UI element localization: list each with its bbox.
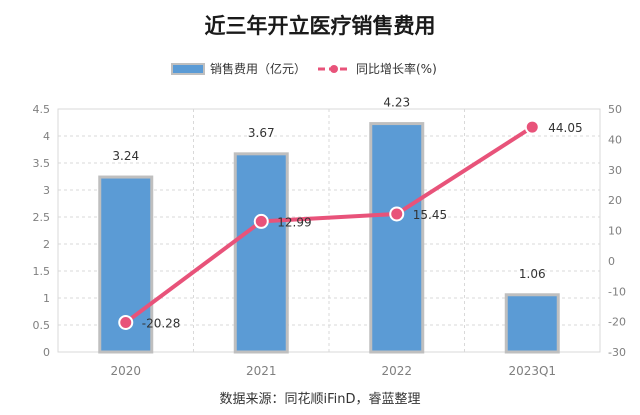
legend-label-sales: 销售费用（亿元） bbox=[210, 61, 306, 76]
right-axis-tick-label: 0 bbox=[608, 255, 615, 268]
right-axis-tick-label: 30 bbox=[608, 164, 622, 177]
bar-series: 3.24 3.67 4.23 1.06 bbox=[98, 96, 560, 354]
growth-data-label: -20.28 bbox=[142, 316, 181, 330]
left-axis-ticks: 0 0.5 1 1.5 2 2.5 3 3.5 4 4.5 bbox=[33, 103, 51, 359]
right-axis-tick-label: -30 bbox=[608, 346, 626, 359]
growth-point bbox=[524, 119, 540, 135]
right-axis-tick-label: -20 bbox=[608, 316, 626, 329]
left-axis-tick-label: 1.5 bbox=[33, 265, 51, 278]
left-axis-tick-label: 3 bbox=[43, 184, 50, 197]
left-axis-tick-label: 0 bbox=[43, 346, 50, 359]
legend-label-growth: 同比增长率(%) bbox=[356, 61, 437, 76]
bar bbox=[504, 293, 560, 354]
growth-point bbox=[118, 314, 134, 330]
right-axis-tick-label: 20 bbox=[608, 194, 622, 207]
right-axis-tick-label: 40 bbox=[608, 133, 622, 146]
right-axis-tick-label: -10 bbox=[608, 285, 626, 298]
bar bbox=[98, 175, 154, 354]
growth-point bbox=[253, 213, 269, 229]
source-note: 数据来源：同花顺iFinD，睿蓝整理 bbox=[219, 391, 420, 407]
growth-data-label: 12.99 bbox=[277, 215, 311, 229]
category-label: 2023Q1 bbox=[508, 364, 556, 378]
left-axis-tick-label: 0.5 bbox=[33, 319, 51, 332]
growth-line bbox=[124, 125, 534, 325]
growth-data-label: 44.05 bbox=[548, 121, 582, 135]
category-labels: 2020 2021 2022 2023Q1 bbox=[110, 364, 556, 378]
right-axis-tick-label: 50 bbox=[608, 103, 622, 116]
line-series: -20.28 12.99 15.45 44.05 bbox=[118, 119, 583, 330]
left-axis-tick-label: 4 bbox=[43, 130, 50, 143]
left-axis-tick-label: 4.5 bbox=[33, 103, 51, 116]
left-axis-tick-label: 2 bbox=[43, 238, 50, 251]
category-label: 2022 bbox=[381, 364, 412, 378]
bar bbox=[369, 122, 425, 354]
legend-swatch-sales bbox=[171, 63, 205, 75]
bar-data-label: 3.67 bbox=[248, 126, 275, 140]
category-label: 2021 bbox=[246, 364, 277, 378]
growth-point bbox=[389, 206, 405, 222]
legend-marker-growth bbox=[330, 65, 338, 73]
right-axis-ticks: -30 -20 -10 0 10 20 30 40 50 bbox=[608, 103, 626, 359]
left-axis-tick-label: 2.5 bbox=[33, 211, 51, 224]
left-axis-tick-label: 1 bbox=[43, 292, 50, 305]
bar bbox=[233, 152, 289, 354]
bar-data-label: 4.23 bbox=[383, 96, 410, 110]
category-label: 2020 bbox=[110, 364, 141, 378]
chart-title: 近三年开立医疗销售费用 bbox=[205, 14, 436, 38]
legend: 销售费用（亿元） 同比增长率(%) bbox=[171, 61, 437, 76]
right-axis-tick-label: 10 bbox=[608, 225, 622, 238]
growth-data-label: 15.45 bbox=[413, 208, 447, 222]
bar-data-label: 3.24 bbox=[112, 149, 139, 163]
bar-data-label: 1.06 bbox=[519, 267, 546, 281]
left-axis-tick-label: 3.5 bbox=[33, 157, 51, 170]
